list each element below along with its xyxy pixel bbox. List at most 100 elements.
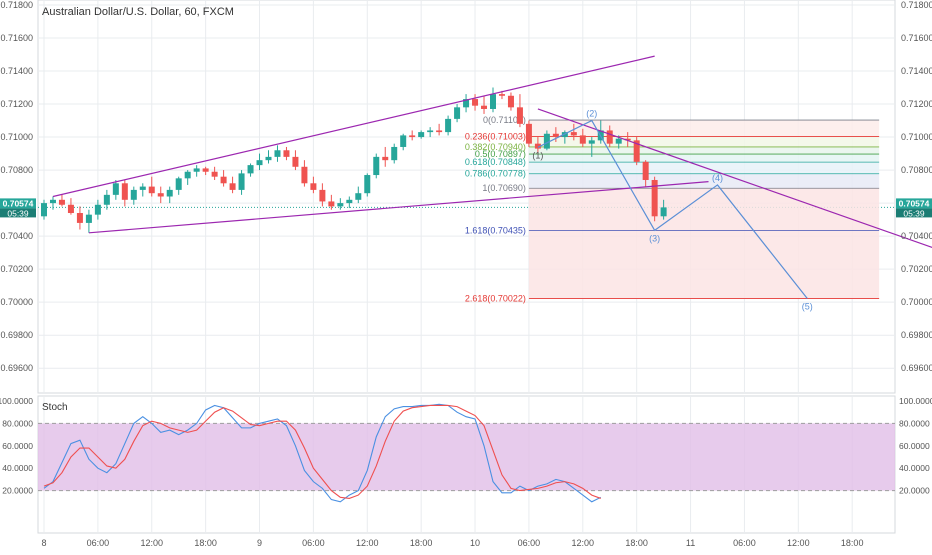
candle-body (498, 94, 505, 96)
elliott-wave-label: (4) (712, 173, 723, 183)
candle-body (58, 199, 65, 205)
candle-body (507, 95, 514, 108)
candle-body (301, 166, 308, 184)
price-tick-label-left: 0.70800 (0, 165, 33, 175)
candle-body (337, 203, 344, 207)
time-tick-label: 06:00 (302, 538, 325, 548)
time-tick-label: 11 (686, 538, 695, 548)
fib-level-label: 0.382(0.70940) (465, 142, 526, 152)
stoch-tick-label-right: 20.0000 (899, 486, 930, 496)
candle-body (364, 175, 371, 194)
candle-body (534, 143, 541, 149)
main-plot-frame (37, 0, 896, 394)
price-tick-label-left: 0.71800 (0, 0, 33, 10)
stoch-tick-label-left: 100.0000 (0, 396, 33, 406)
candle-body (346, 199, 353, 204)
price-tick-label-right: 0.71400 (901, 66, 932, 76)
chart-title: Australian Dollar/U.S. Dollar, 60, FXCM (42, 6, 234, 18)
candle-body (418, 132, 425, 138)
countdown-badge-right (896, 208, 932, 218)
candle-body (391, 146, 398, 161)
countdown-value-right: 05:39 (903, 208, 925, 218)
elliott-wave-path (537, 119, 808, 299)
candle-body (76, 213, 83, 223)
candle-body (588, 140, 595, 144)
time-tick-label: 8 (41, 538, 46, 548)
candle-body (543, 133, 550, 149)
time-tick-label: 12:00 (787, 538, 810, 548)
stoch-title: Stoch (42, 402, 68, 413)
stoch-tick-label-right: 60.0000 (899, 441, 930, 451)
fib-level-label: 0.618(0.70848) (465, 157, 526, 167)
price-badge-right (896, 198, 932, 209)
price-tick-label-left: 0.71600 (0, 33, 33, 43)
stoch-tick-label-left: 60.0000 (2, 441, 33, 451)
time-tick-label: 18:00 (410, 538, 433, 548)
candle-body (274, 150, 281, 157)
candle-body (130, 189, 137, 200)
price-tick-label-left: 0.70400 (0, 231, 33, 241)
elliott-wave-label: (1) (532, 150, 543, 160)
candle-body (624, 138, 631, 141)
candle-body (202, 168, 209, 172)
price-tick-label-left: 0.71000 (0, 132, 33, 142)
candle-body (85, 214, 92, 223)
fib-zone (528, 173, 880, 189)
price-tick-label-right: 0.71600 (901, 33, 932, 43)
candle-body (516, 107, 523, 124)
candle-body (355, 193, 362, 200)
candle-body (660, 207, 667, 217)
price-tick-label-left: 0.71200 (0, 99, 33, 109)
stoch-tick-label-left: 20.0000 (2, 486, 33, 496)
candle-body (148, 186, 155, 194)
time-tick-label: 06:00 (518, 538, 541, 548)
countdown-value-left: 05:39 (7, 208, 29, 218)
candle-body (166, 189, 173, 197)
fib-level-label: 1.618(0.70435) (465, 225, 526, 235)
candle-body (382, 156, 389, 161)
stoch-tick-label-right: 40.0000 (899, 463, 930, 473)
candle-body (525, 123, 532, 144)
time-tick-label: 18:00 (625, 538, 648, 548)
candle-body (94, 204, 101, 215)
time-tick-label: 12:00 (356, 538, 379, 548)
candle-body (247, 165, 254, 174)
candle-body (579, 135, 586, 144)
time-tick-label: 06:00 (733, 538, 756, 548)
candle-body (615, 138, 622, 144)
fib-zone (528, 230, 880, 299)
candle-body (481, 105, 488, 109)
time-tick-label: 06:00 (87, 538, 110, 548)
trendline (88, 181, 709, 234)
fib-level-label: 1(0.70690) (482, 183, 526, 193)
candle-body (103, 194, 110, 205)
price-tick-label-right: 0.71800 (901, 0, 932, 10)
price-badge-left (0, 198, 36, 209)
candle-body (463, 99, 470, 108)
candle-body (67, 204, 74, 214)
candle-body (112, 183, 119, 195)
candle-body (139, 186, 146, 190)
candle-body (409, 135, 416, 138)
candle-body (642, 161, 649, 180)
price-tick-label-right: 0.69600 (901, 363, 932, 373)
candle-body (184, 171, 191, 179)
stoch-tick-label-left: 80.0000 (2, 418, 33, 428)
elliott-wave-label: (3) (649, 233, 660, 243)
candle-body (427, 130, 434, 133)
price-tick-label-left: 0.69800 (0, 330, 33, 340)
candle-body (292, 156, 299, 167)
time-tick-label: 9 (257, 538, 262, 548)
fib-zone (528, 136, 880, 147)
candle-body (570, 132, 577, 136)
time-tick-label: 18:00 (194, 538, 217, 548)
fib-level-label: 2.618(0.70022) (465, 294, 526, 304)
candle-body (436, 130, 443, 133)
stoch-series-d (43, 404, 601, 500)
stoch-series-k (43, 403, 602, 503)
price-tick-label-left: 0.70000 (0, 297, 33, 307)
fib-zone (528, 146, 880, 155)
